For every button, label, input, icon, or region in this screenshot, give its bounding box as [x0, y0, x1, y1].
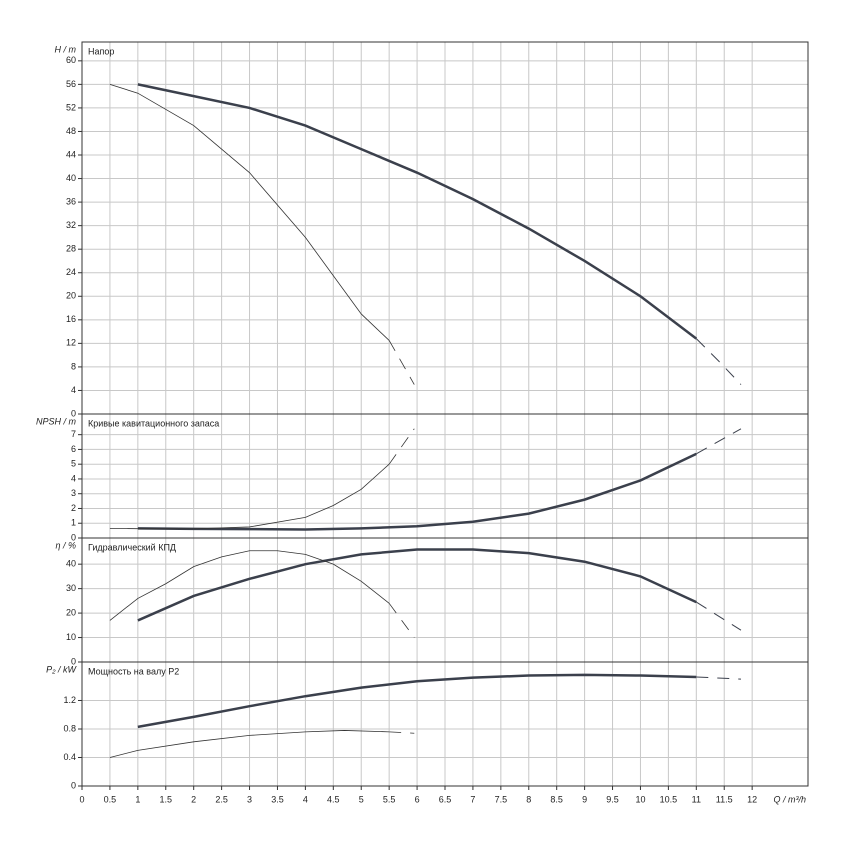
y-tick-label: 12: [66, 338, 76, 348]
x-tick-label: 3.5: [271, 794, 284, 804]
x-tick-label: 0: [79, 794, 84, 804]
panel-title: Гидравлический КПД: [88, 542, 176, 552]
panel-title: Мощность на валу P2: [88, 666, 179, 676]
curve: [137, 452, 697, 531]
y-tick-label: 60: [66, 55, 76, 65]
y-tick-label: 0.4: [63, 752, 76, 762]
x-tick-label: 2.5: [215, 794, 228, 804]
y-tick-label: 1: [71, 518, 76, 528]
curve: [137, 548, 697, 622]
curve: [696, 676, 742, 680]
y-tick-label: 0.8: [63, 723, 76, 733]
x-tick-label: 8: [526, 794, 531, 804]
x-tick-label: 12: [747, 794, 757, 804]
x-tick-label: 11.5: [716, 794, 733, 804]
y-axis-label: NPSH / m: [36, 416, 77, 426]
y-tick-label: 44: [66, 149, 76, 159]
x-tick-label: 1.5: [160, 794, 173, 804]
curve: [696, 428, 742, 455]
y-tick-label: 4: [71, 385, 76, 395]
y-tick-label: 0: [71, 532, 76, 542]
x-tick-label: 4: [303, 794, 308, 804]
y-tick-label: 40: [66, 559, 76, 569]
y-tick-label: 24: [66, 267, 76, 277]
y-tick-label: 40: [66, 173, 76, 183]
y-tick-label: 48: [66, 126, 76, 136]
curve: [137, 673, 697, 729]
y-tick-label: 1.2: [63, 695, 76, 705]
y-axis-label: η / %: [55, 540, 76, 550]
y-tick-label: 10: [66, 632, 76, 642]
curve: [109, 730, 390, 758]
x-tick-label: 6.5: [439, 794, 452, 804]
x-tick-label: 8.5: [550, 794, 563, 804]
x-tick-label: 4.5: [327, 794, 340, 804]
curve: [137, 83, 698, 340]
panel-title: Кривые кавитационного запаса: [88, 418, 219, 428]
curve: [109, 83, 390, 341]
curve: [388, 340, 415, 385]
x-tick-label: 5: [359, 794, 364, 804]
x-tick-label: 2: [191, 794, 196, 804]
y-tick-label: 0: [71, 780, 76, 790]
x-tick-label: 5.5: [383, 794, 396, 804]
y-tick-label: 32: [66, 220, 76, 230]
plot-frame: [81, 661, 809, 787]
y-tick-label: 2: [71, 503, 76, 513]
curve: [696, 601, 742, 631]
curve: [109, 550, 390, 621]
y-tick-label: 16: [66, 314, 76, 324]
y-tick-label: 52: [66, 102, 76, 112]
y-tick-label: 5: [71, 459, 76, 469]
y-tick-label: 3: [71, 488, 76, 498]
y-tick-label: 0: [71, 408, 76, 418]
x-tick-label: 1: [135, 794, 140, 804]
x-tick-label: 0.5: [104, 794, 117, 804]
y-tick-label: 4: [71, 473, 76, 483]
curve: [388, 428, 415, 465]
x-tick-label: 7: [470, 794, 475, 804]
y-tick-label: 56: [66, 79, 76, 89]
x-tick-label: 10.5: [660, 794, 678, 804]
y-tick-label: 20: [66, 607, 76, 617]
y-tick-label: 20: [66, 291, 76, 301]
x-axis-label: Q / m³/h: [773, 794, 806, 804]
x-tick-label: 3: [247, 794, 252, 804]
x-tick-label: 6: [415, 794, 420, 804]
y-axis-label: P₂ / kW: [46, 664, 77, 674]
y-tick-label: 7: [71, 429, 76, 439]
y-tick-label: 30: [66, 583, 76, 593]
x-tick-label: 9.5: [606, 794, 619, 804]
x-tick-label: 9: [582, 794, 587, 804]
x-tick-label: 11: [692, 794, 701, 804]
curve: [389, 731, 415, 734]
y-tick-label: 8: [71, 361, 76, 371]
y-tick-label: 0: [71, 656, 76, 666]
panel-title: Напор: [88, 46, 114, 56]
x-tick-label: 10: [635, 794, 645, 804]
y-tick-label: 6: [71, 444, 76, 454]
y-tick-label: 36: [66, 196, 76, 206]
x-tick-label: 7.5: [495, 794, 508, 804]
curve: [388, 603, 415, 638]
y-tick-label: 28: [66, 244, 76, 254]
curve: [695, 338, 742, 385]
curve: [109, 463, 390, 530]
y-axis-label: H / m: [55, 44, 77, 54]
